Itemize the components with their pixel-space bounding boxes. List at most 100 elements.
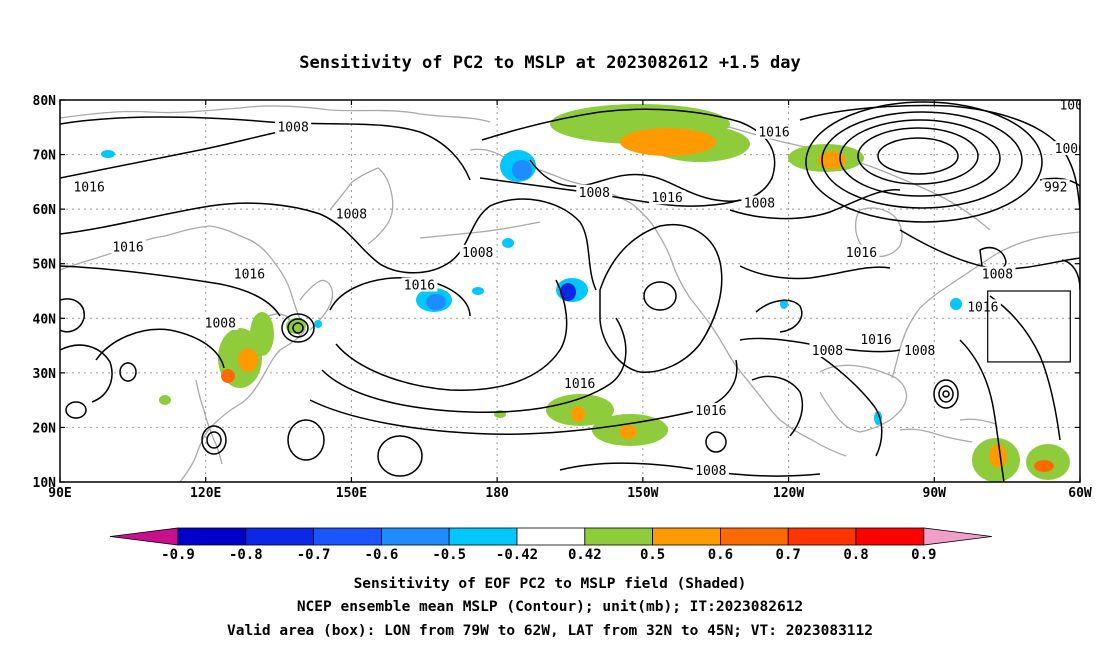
lat-tick-label: 30N (33, 367, 57, 382)
colorbar-segment (787, 527, 857, 546)
contour-label-bg (1041, 179, 1070, 194)
colorbar-level-label: -0.9 (161, 547, 195, 563)
lat-tick-label: 50N (33, 258, 57, 273)
contour-label: 1008 (1059, 98, 1090, 113)
contour-label-bg (741, 195, 778, 210)
lat-tick-label: 20N (33, 421, 57, 436)
mslp-contours (60, 101, 1080, 482)
isobar (1039, 177, 1080, 187)
sensitivity-shading (101, 104, 1070, 482)
contour-label: 1008 (462, 246, 493, 261)
contour-label-bg (275, 119, 312, 134)
isobar (60, 265, 281, 317)
lat-tick-label: 40N (33, 312, 57, 327)
isobar (287, 419, 325, 461)
colorbar-under-triangle (109, 527, 179, 546)
contour-label-bg (843, 244, 880, 259)
lon-tick-label: 120E (190, 486, 221, 501)
isobar (739, 265, 891, 280)
lat-tick-label: 60N (33, 203, 57, 218)
isobar-tc-ring (938, 385, 954, 403)
lon-tick-label: 150W (627, 486, 658, 501)
colorbar-segment (584, 527, 653, 546)
lon-tick-label: 150E (336, 486, 367, 501)
contour-label: 1016 (234, 268, 265, 283)
lon-tick-label: 60W (1068, 486, 1092, 501)
contour-label: 1016 (112, 240, 143, 255)
footer-line-3: Valid area (box): LON from 79W to 62W, L… (227, 623, 873, 639)
isobar (309, 359, 738, 435)
shade-negative-atlantic (950, 298, 962, 310)
shade-positive-scs (159, 395, 171, 405)
contour-label-bg (692, 463, 729, 478)
isobar (65, 401, 87, 419)
colorbar-level-label: -0.42 (496, 547, 538, 563)
isobar (599, 224, 723, 373)
isobar-low-ring (805, 101, 1043, 223)
contour-label-bg (401, 277, 438, 292)
contour-label: 1016 (651, 191, 682, 206)
contour-label-bg (333, 206, 370, 221)
colorbar-level-label: -0.6 (365, 547, 399, 563)
coastline-na-west (671, 261, 847, 457)
shade-positive-wpac-core (238, 348, 258, 372)
lat-tick-label: 10N (33, 476, 57, 491)
isobar-high-center (643, 281, 677, 311)
coastline-philippines (195, 379, 223, 465)
colorbar-level-label: 0.7 (776, 547, 801, 563)
coastline-na-east (891, 231, 1080, 379)
colorbar-level-label: -0.5 (432, 547, 466, 563)
contour-label-bg (649, 190, 686, 205)
contour-label-bg (964, 299, 1001, 314)
contour-label: 1008 (336, 208, 367, 223)
contour-label: 1000 (1055, 142, 1086, 157)
colorbar-segment (516, 527, 586, 546)
shade-negative-npac-4 (472, 287, 484, 295)
lat-tick-label: 80N (33, 94, 57, 109)
contour-label-bg (809, 343, 846, 358)
map-panel: 1008 1016 1008 1016 1016 1008 1008 1016 1008 1016… (33, 94, 1092, 501)
isobar (959, 339, 1005, 482)
shade-negative-npac-3 (502, 238, 514, 248)
isobar-tc-ring (942, 390, 950, 398)
lon-tick-label: 180 (485, 486, 509, 501)
contour-label: 1016 (758, 126, 789, 141)
isobar-japan-low (287, 318, 309, 338)
contour-label: 1008 (982, 268, 1013, 283)
colorbar-segment (245, 527, 315, 546)
colorbar-segment (448, 527, 518, 546)
lon-tick-label: 90W (923, 486, 947, 501)
isobar-low-ring (821, 111, 1023, 209)
shade-negative-bering-core (512, 160, 532, 180)
valid-area-box (987, 290, 1071, 363)
isobar (481, 108, 776, 202)
contour-label-bg (576, 184, 613, 199)
colorbar: -0.9 -0.8 -0.7 -0.6 -0.5 -0.42 0.42 0.5 0.6 0.7 0.… (109, 527, 992, 563)
map-axes: 90E 120E 150E 180 150W 120W 90W 60W 10N 20N 30N 40N… (33, 94, 1092, 501)
isobar (60, 344, 113, 403)
coastline-caribbean (899, 418, 997, 443)
isobar (60, 198, 597, 291)
contour-label: 1016 (967, 300, 998, 315)
isobar (729, 189, 901, 220)
coastline-kamchatka (329, 167, 394, 245)
contour-label-bg (71, 179, 108, 194)
contour-label-bg (231, 266, 268, 281)
lon-tick-label: 90E (48, 486, 71, 501)
colorbar-segment (652, 527, 721, 546)
isobar (755, 299, 803, 333)
coastline-gulf (819, 364, 908, 433)
contour-label-bg (202, 315, 239, 330)
colorbar-level-label: 0.8 (843, 547, 868, 563)
contour-label: 1008 (812, 344, 843, 359)
isobar (819, 355, 883, 457)
colorbar-segment (720, 527, 789, 546)
colorbar-level-label: -0.8 (229, 547, 263, 563)
contour-label: 1016 (404, 279, 435, 294)
isobar-low-center (877, 137, 959, 175)
isobar (705, 431, 727, 453)
shade-positive-cpac-core1 (571, 406, 585, 422)
isobar (60, 116, 471, 181)
contour-label-bg (110, 239, 146, 254)
